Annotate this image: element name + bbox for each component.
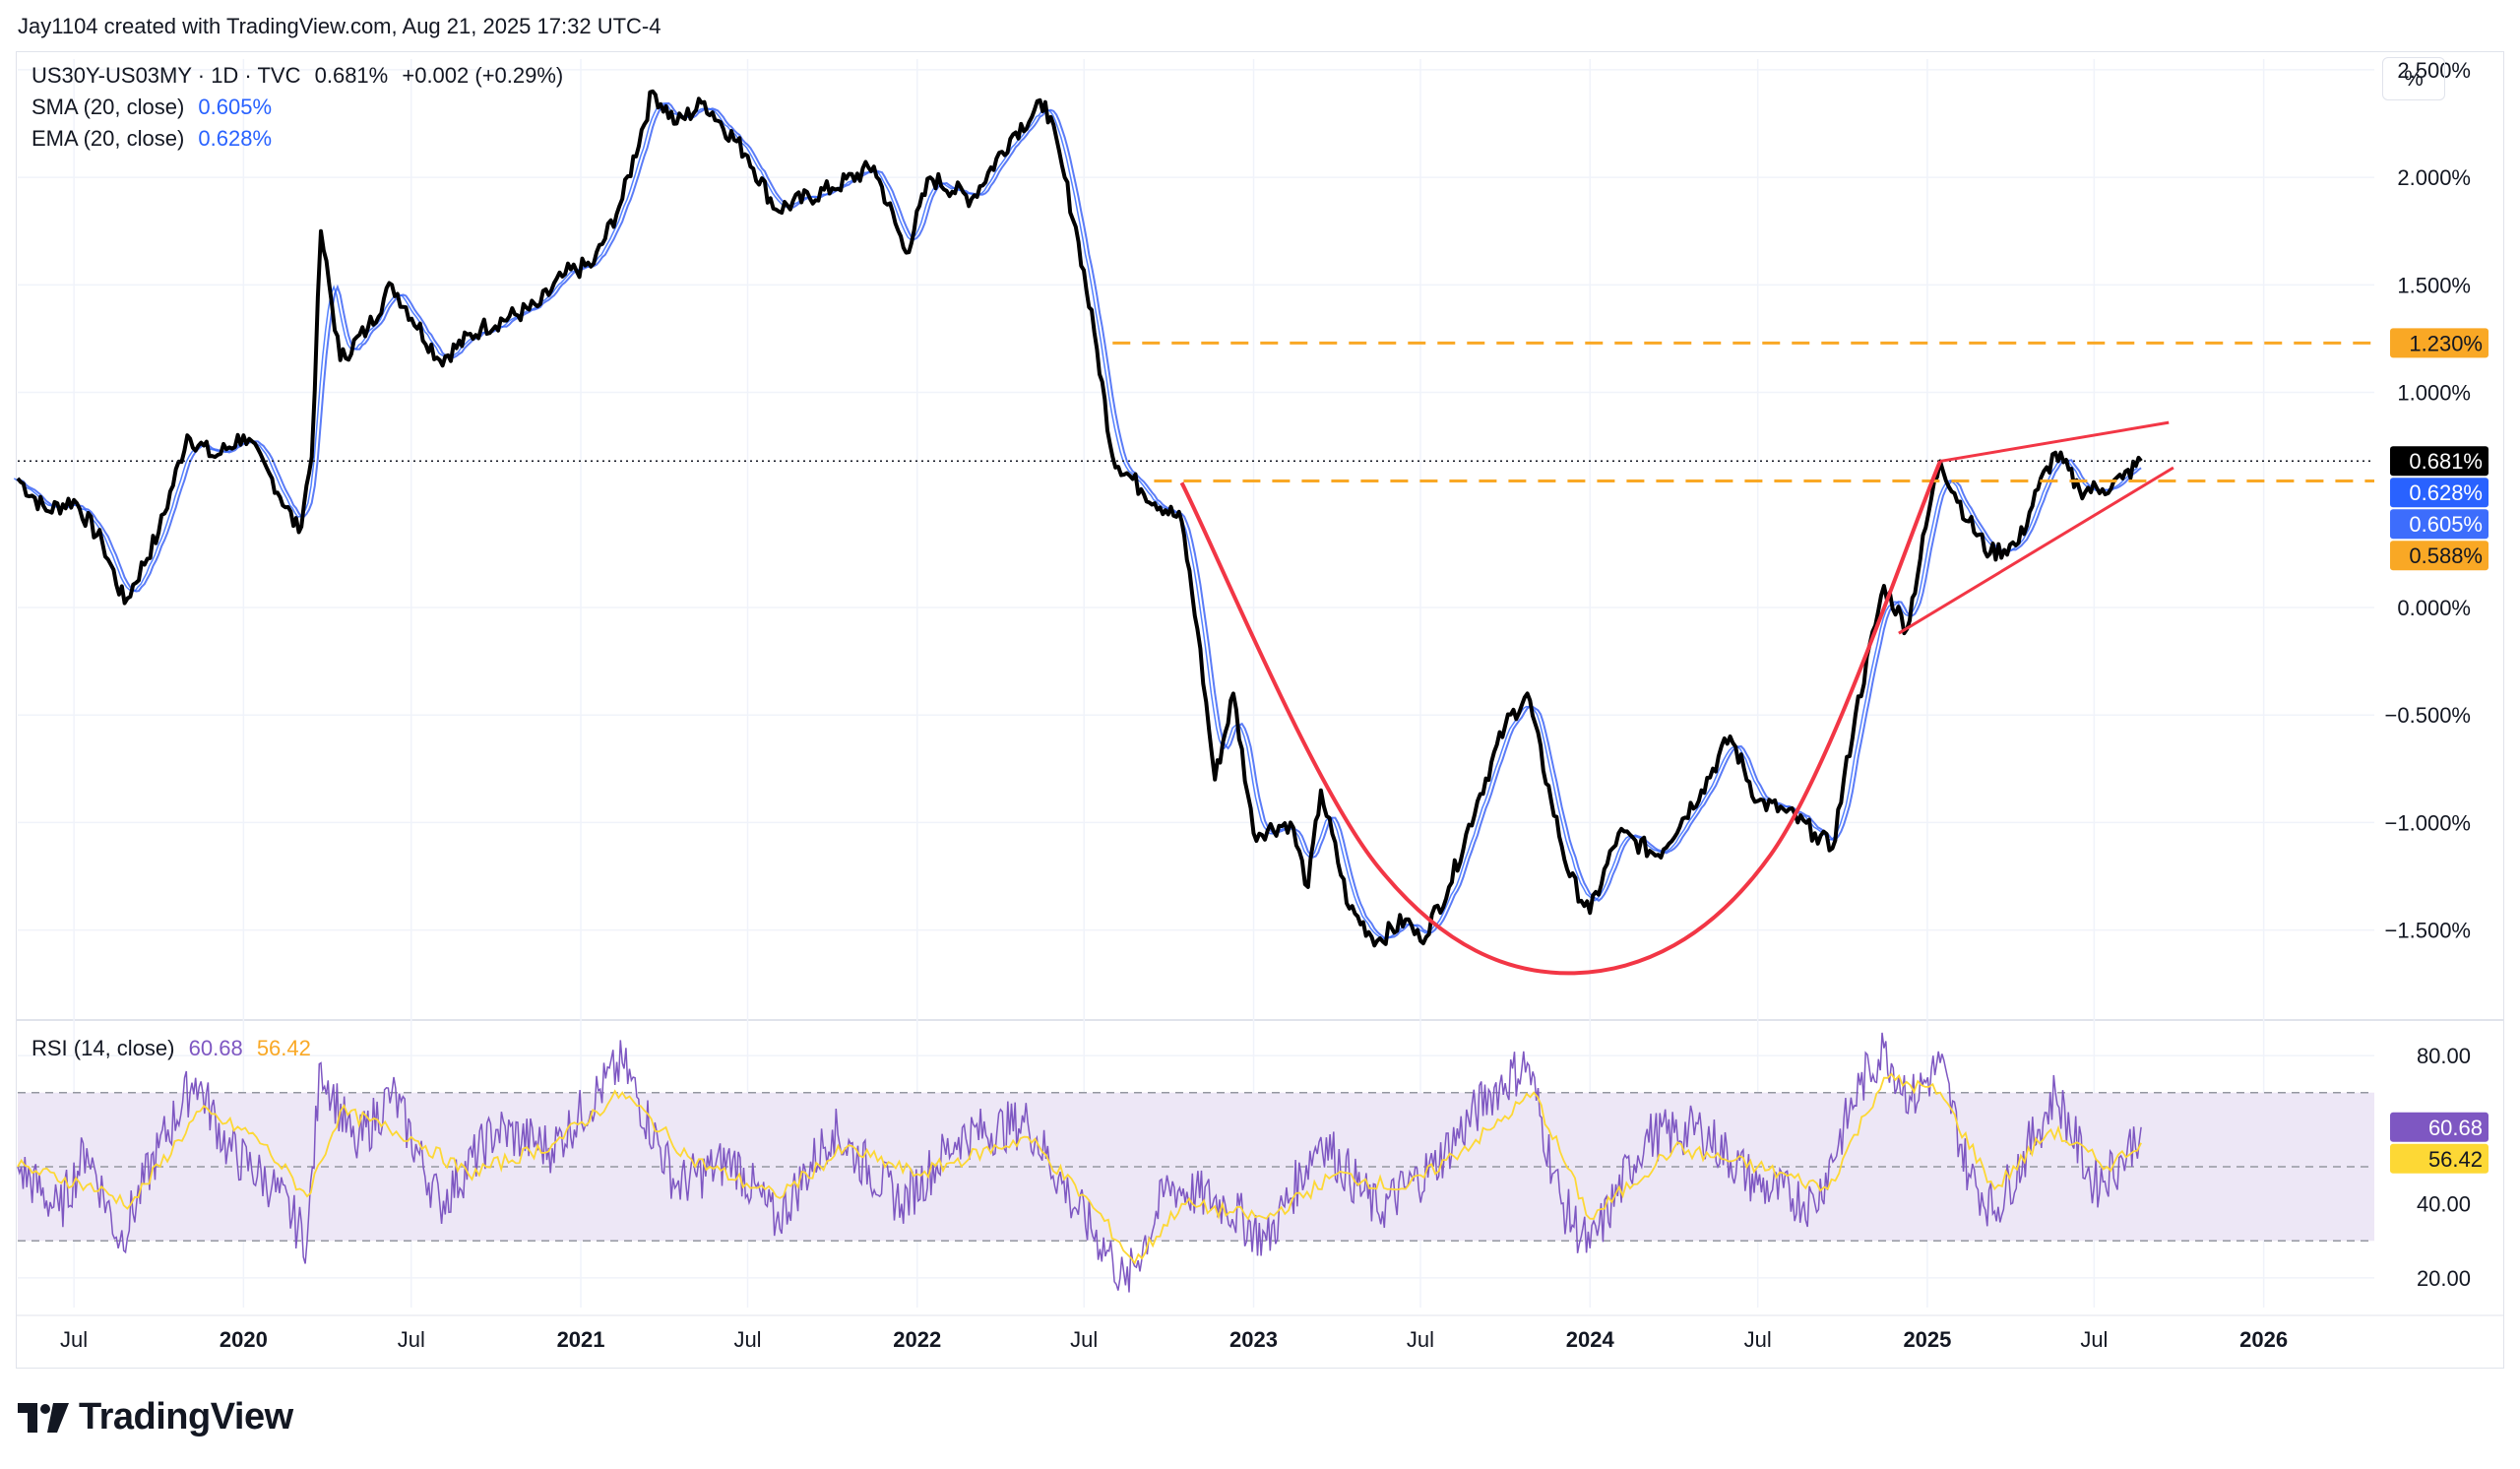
rsi-y-tick-label: 40.00 [2417, 1192, 2471, 1217]
rsi-ma-value: 56.42 [256, 1036, 311, 1060]
ema-legend[interactable]: EMA (20, close) 0.628% [32, 126, 272, 152]
cup-curve-drawing [1179, 460, 1942, 976]
sma-legend[interactable]: SMA (20, close) 0.605% [32, 95, 272, 120]
rsi-line [17, 1032, 2142, 1293]
axis-price-label-text: 0.681% [2409, 449, 2483, 474]
x-tick-label: 2021 [557, 1327, 605, 1352]
axis-price-label-bg [2390, 446, 2488, 477]
x-tick-label: Jul [1407, 1327, 1434, 1352]
axis-price-label-text: 1.230% [2409, 331, 2483, 355]
ema-label: EMA (20, close) [32, 126, 185, 151]
x-tick-label: Jul [1070, 1327, 1098, 1352]
symbol-legend[interactable]: US30Y-US03MY · 1D · TVC 0.681% +0.002 (+… [32, 63, 563, 89]
axis-price-label-text: 60.68 [2428, 1116, 2483, 1140]
symbol-name: US30Y-US03MY · 1D · TVC [32, 63, 301, 88]
y-tick-label: 0.000% [2397, 596, 2471, 620]
rsi-value: 60.68 [188, 1036, 243, 1060]
drawing-layer [18, 341, 2374, 976]
rsi-legend[interactable]: RSI (14, close) 60.68 56.42 [32, 1036, 311, 1061]
y-tick-label: 2.500% [2397, 58, 2471, 83]
tradingview-logo-icon [18, 1402, 69, 1433]
axis-price-label: 1.230% [2390, 328, 2488, 358]
x-tick-label: Jul [60, 1327, 88, 1352]
ema-line [17, 101, 2142, 941]
x-tick-label: 2026 [2239, 1327, 2288, 1352]
y-tick-label: −1.000% [2385, 810, 2471, 835]
ema-value: 0.628% [198, 126, 273, 151]
x-tick-label: Jul [733, 1327, 761, 1352]
axis-price-label: 0.681% [2390, 446, 2488, 477]
axis-price-label-text: 56.42 [2428, 1147, 2483, 1172]
axis-price-label-bg [2390, 1112, 2488, 1142]
axis-price-label-text: 0.628% [2409, 480, 2483, 505]
rsi-label: RSI (14, close) [32, 1036, 175, 1060]
x-tick-label: Jul [2080, 1327, 2108, 1352]
axis-price-label-bg [2390, 478, 2488, 508]
x-tick-label: 2020 [220, 1327, 268, 1352]
axis-price-label-bg [2390, 1143, 2488, 1174]
rsi-y-tick-label: 20.00 [2417, 1266, 2471, 1291]
sma-label: SMA (20, close) [32, 95, 185, 119]
symbol-change: +0.002 (+0.29%) [402, 63, 564, 88]
axis-price-label: 0.588% [2390, 541, 2488, 571]
symbol-price: 0.681% [314, 63, 389, 88]
chart-frame[interactable] [16, 51, 2504, 1369]
x-tick-label: Jul [1744, 1327, 1772, 1352]
wedge-lower-trendline [1898, 466, 2174, 635]
x-tick-label: 2023 [1229, 1327, 1278, 1352]
rsi-ma-line [17, 1072, 2142, 1265]
tradingview-logo[interactable]: TradingView [18, 1396, 293, 1438]
rsi-y-tick-label: 80.00 [2417, 1044, 2471, 1068]
y-tick-label: 2.000% [2397, 165, 2471, 190]
x-tick-label: 2025 [1903, 1327, 1951, 1352]
rsi-band-layer [18, 1091, 2374, 1243]
series-layer [13, 89, 2143, 1293]
sma-value: 0.605% [198, 95, 273, 119]
tradingview-brand: TradingView [79, 1396, 293, 1437]
x-tick-label: 2022 [893, 1327, 941, 1352]
y-tick-label: −0.500% [2385, 703, 2471, 728]
axis-price-label: 0.605% [2390, 509, 2488, 540]
y-tick-label: 1.000% [2397, 381, 2471, 406]
axis-price-label-text: 0.605% [2409, 512, 2483, 537]
y-tick-label: 1.500% [2397, 273, 2471, 297]
price-line [16, 89, 2143, 948]
axis-price-label-bg [2390, 541, 2488, 571]
axis-price-label: 60.68 [2390, 1112, 2488, 1142]
wedge-upper-trendline [1939, 420, 2170, 463]
axis-price-label: 0.628% [2390, 478, 2488, 508]
x-tick-label: 2024 [1566, 1327, 1615, 1352]
axis-price-label-bg [2390, 509, 2488, 540]
axis-layer: Jul 2020 Jul 2021 Jul 2022 Jul 2023 Jul 2024 Jul 20… [60, 58, 2488, 1352]
y-tick-label: −1.500% [2385, 919, 2471, 943]
axis-price-label-text: 0.588% [2409, 543, 2483, 568]
axis-price-label-bg [2390, 328, 2488, 358]
attribution-header: Jay1104 created with TradingView.com, Au… [18, 14, 662, 38]
x-tick-label: Jul [398, 1327, 425, 1352]
percent-scale-button[interactable]: % [2382, 57, 2445, 100]
axis-price-label: 56.42 [2390, 1143, 2488, 1174]
